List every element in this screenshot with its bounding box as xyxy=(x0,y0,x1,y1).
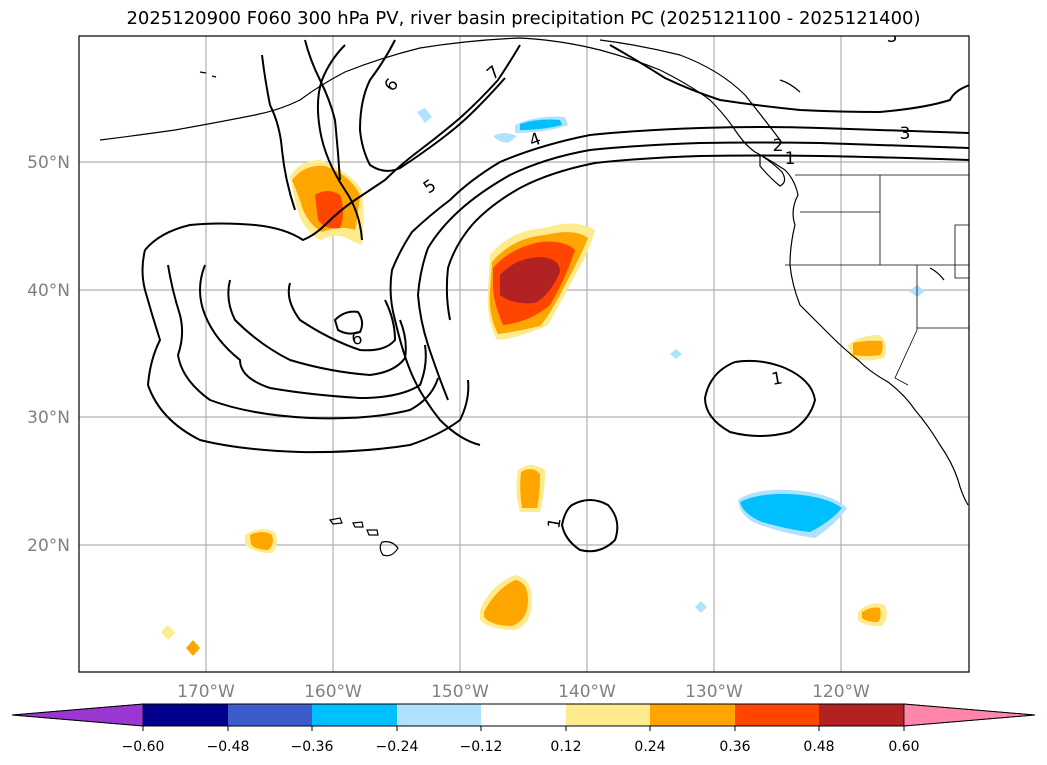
pv-contour xyxy=(703,359,817,437)
pv-contour xyxy=(287,282,397,352)
pv-contour xyxy=(416,141,969,401)
pv-contour xyxy=(609,44,969,114)
colorbar-tick-label: −0.60 xyxy=(122,739,165,755)
precip-blob-negative xyxy=(740,493,842,532)
precip-blob-positive xyxy=(250,532,273,550)
pv-contour-label: 1 xyxy=(770,368,784,390)
precip-blob-positive xyxy=(520,468,540,508)
pv-contour xyxy=(199,264,427,400)
pv-contour xyxy=(560,499,619,553)
colorbar-tick-label: −0.12 xyxy=(460,739,503,755)
pv-contour-label: 1 xyxy=(544,516,566,530)
colorbar-extend-low xyxy=(11,703,144,727)
precip-blob-negative xyxy=(493,133,517,143)
precip-blob-negative xyxy=(417,108,432,123)
pv-contour xyxy=(358,39,506,172)
colorbar-segment xyxy=(312,704,397,726)
colorbar-tick-label: 0.36 xyxy=(719,739,750,755)
pv-contour xyxy=(144,44,521,251)
pv-contour xyxy=(316,44,363,241)
lon-label: 150°W xyxy=(431,682,489,702)
lon-label: 140°W xyxy=(558,682,616,702)
colorbar-segment xyxy=(566,704,650,726)
colorbar-segment xyxy=(228,704,312,726)
lat-label: 20°N xyxy=(27,536,70,556)
precip-blob-positive xyxy=(862,607,881,622)
colorbar-segment xyxy=(819,704,904,726)
colorbar-tick-label: −0.48 xyxy=(207,739,250,755)
lat-label: 40°N xyxy=(27,281,70,301)
coastlines xyxy=(99,37,969,557)
precip-blob-positive xyxy=(315,191,343,229)
precip-blob-negative xyxy=(520,119,562,130)
precip-blob-positive xyxy=(500,257,560,304)
colorbar-tick-label: 0.12 xyxy=(550,739,581,755)
colorbar-segment xyxy=(650,704,735,726)
colorbar-segment xyxy=(481,704,566,726)
pv-contour xyxy=(167,264,439,420)
precip-blob-positive xyxy=(161,625,175,640)
pv-contours xyxy=(141,39,969,553)
pv-contour xyxy=(389,126,969,446)
pv-contour xyxy=(141,249,470,454)
colorbar: −0.60 −0.48 −0.36 −0.24 −0.12 0.12 0.24 … xyxy=(11,703,1036,755)
colorbar-extend-high xyxy=(903,703,1036,727)
lat-label: 50°N xyxy=(27,153,70,173)
pv-contour xyxy=(304,39,341,181)
colorbar-segment xyxy=(735,704,819,726)
precip-blob-positive xyxy=(484,580,528,626)
lon-label: 120°W xyxy=(812,682,870,702)
colorbar-tick-label: 0.24 xyxy=(634,739,665,755)
pv-contour-label: 3 xyxy=(900,124,911,144)
precip-blob-negative xyxy=(670,349,682,359)
colorbar-segment xyxy=(397,704,481,726)
pv-contour-label: 1 xyxy=(785,149,796,169)
map-frame xyxy=(78,35,970,673)
pv-contour xyxy=(227,279,407,377)
lon-label: 130°W xyxy=(685,682,743,702)
pv-contour xyxy=(445,154,969,321)
precip-blob-negative xyxy=(695,601,707,613)
colorbar-tick-label: −0.24 xyxy=(376,739,419,755)
precip-blob-positive xyxy=(853,340,883,356)
lat-label: 30°N xyxy=(27,408,70,428)
colorbar-tick-label: 0.60 xyxy=(888,739,919,755)
gridlines xyxy=(79,36,969,672)
precip-blob-positive xyxy=(186,640,200,656)
lon-label: 170°W xyxy=(177,682,235,702)
lon-label: 160°W xyxy=(304,682,362,702)
longitude-labels: 170°W 160°W 150°W 140°W 130°W 120°W xyxy=(177,682,870,702)
latitude-labels: 50°N 40°N 30°N 20°N xyxy=(27,153,70,556)
precip-shading xyxy=(161,108,925,656)
colorbar-tick-label: −0.36 xyxy=(291,739,334,755)
pv-contour-label: 6 xyxy=(350,328,364,350)
pv-contour xyxy=(261,54,296,211)
pv-contour-label: 2 xyxy=(773,136,784,156)
pv-contour xyxy=(333,310,364,335)
map-title: 2025120900 F060 300 hPa PV, river basin … xyxy=(126,8,921,29)
political-borders xyxy=(785,174,969,386)
map-background xyxy=(79,36,969,672)
colorbar-tick-label: 0.48 xyxy=(803,739,834,755)
pv-contour-label: 3 xyxy=(887,27,898,47)
colorbar-segment xyxy=(143,704,228,726)
